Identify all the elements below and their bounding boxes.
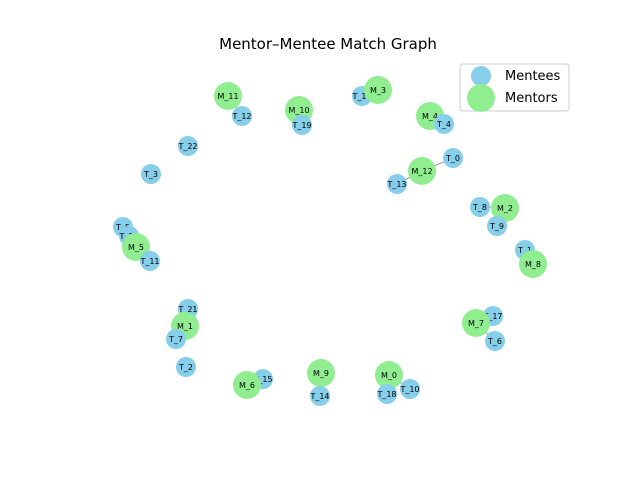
mentor-marker [214,82,242,110]
mentee-marker [232,106,252,126]
mentee-node-t_11: T_11 [139,251,160,271]
node-label: T_18 [376,390,396,399]
node-label: T_13 [386,180,406,189]
mentor-node-m_6: M_6 [233,371,261,399]
node-label: T_10 [399,385,419,394]
mentee-marker [400,379,420,399]
mentee-marker [470,197,490,217]
node-label: T_8 [472,203,487,212]
mentee-node-t_6: T_6 [485,331,505,351]
mentor-marker [375,361,403,389]
mentee-marker [387,174,407,194]
node-label: M_11 [217,92,238,101]
node-label: T_19 [291,121,311,130]
node-label: T_6 [487,337,502,346]
node-label: T_21 [177,305,197,314]
mentor-node-m_8: M_8 [519,250,547,278]
node-label: M_5 [128,243,144,252]
node-label: M_7 [468,319,484,328]
mentee-node-t_18: T_18 [376,384,397,404]
mentee-node-t_7: T_7 [166,329,186,349]
node-label: T_22 [177,142,197,151]
mentor-node-m_2: M_2 [491,194,519,222]
mentee-marker [166,329,186,349]
node-label: T_0 [445,154,460,163]
mentee-marker [310,386,330,406]
mentor-marker [307,359,335,387]
node-label: T_2 [178,363,193,372]
mentee-node-t_14: T_14 [309,386,330,406]
node-label: M_10 [288,106,309,115]
edges-layer [122,89,534,397]
mentor-node-m_0: M_0 [375,361,403,389]
node-label: M_8 [525,260,541,269]
mentee-node-t_0: T_0 [443,148,463,168]
legend-mentees-label: Mentees [505,69,561,84]
legend-mentor-marker [467,84,495,112]
mentee-node-t_13: T_13 [386,174,407,194]
mentee-node-t_22: T_22 [177,136,198,156]
mentee-marker [434,114,454,134]
mentee-node-t_19: T_19 [291,115,312,135]
mentee-node-t_4: T_4 [434,114,454,134]
mentor-marker [519,250,547,278]
mentor-node-m_3: M_3 [364,76,392,104]
mentor-marker [408,157,436,185]
node-label: T_1 [517,246,532,255]
mentor-node-m_11: M_11 [214,82,242,110]
mentee-marker [176,357,196,377]
node-label: T_14 [309,392,329,401]
node-label: M_1 [177,322,193,331]
mentee-node-t_10: T_10 [399,379,420,399]
mentee-marker [178,136,198,156]
mentor-marker [364,76,392,104]
node-label: T_15 [252,375,272,384]
node-label: M_4 [422,112,438,121]
mentee-marker [292,115,312,135]
mentor-marker [233,371,261,399]
mentee-node-t_3: T_3 [141,164,161,184]
node-label: T_11 [139,257,159,266]
legend-mentors-label: Mentors [505,91,558,106]
mentee-marker [485,331,505,351]
mentee-node-t_2: T_2 [176,357,196,377]
legend: Mentees Mentors [459,63,570,112]
mentor-node-m_9: M_9 [307,359,335,387]
node-label: M_0 [381,371,397,380]
mentee-node-t_9: T_9 [487,216,507,236]
mentee-marker [141,164,161,184]
mentee-marker [140,251,160,271]
mentee-marker [443,148,463,168]
mentor-marker [462,309,490,337]
node-label: T_3 [143,170,158,179]
graph-title: Mentor–Mentee Match Graph [219,35,437,53]
node-label: T_12 [231,112,251,121]
node-label: T_9 [489,222,504,231]
mentee-node-t_12: T_12 [231,106,252,126]
mentor-marker [491,194,519,222]
mentee-marker [487,216,507,236]
node-label: M_9 [313,369,329,378]
nodes-layer: M_11 T_12 M_10 T_19 T_16M_3 M_4T_4 T_22 T_0 M_12… [113,76,547,406]
node-label: M_3 [370,86,386,95]
node-label: T_16 [351,92,371,101]
node-label: M_12 [411,167,432,176]
node-label: M_2 [497,204,513,213]
node-label: T_4 [436,120,451,129]
mentee-marker [377,384,397,404]
node-label: T_17 [482,312,502,321]
mentor-node-m_12: M_12 [408,157,436,185]
node-label: T_7 [168,335,183,344]
node-label: T_5 [115,223,130,232]
mentee-node-t_8: T_8 [470,197,490,217]
mentor-node-m_7: M_7 [462,309,490,337]
node-label: M_6 [239,381,255,390]
legend-mentee-marker [471,66,491,86]
